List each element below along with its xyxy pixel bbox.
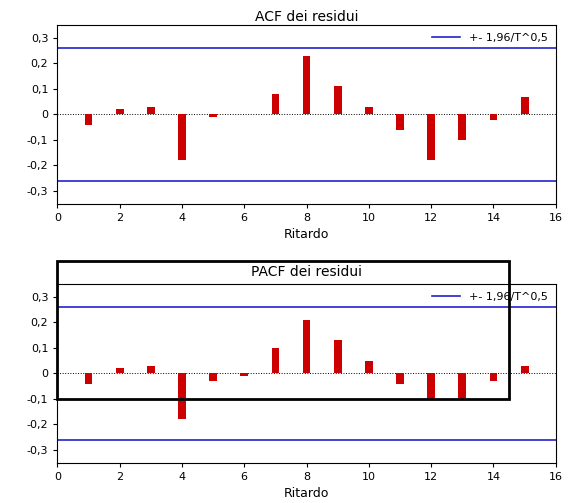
X-axis label: Ritardo: Ritardo bbox=[284, 487, 329, 500]
Legend: +- 1,96/T^0,5: +- 1,96/T^0,5 bbox=[428, 29, 552, 47]
Bar bbox=[116, 109, 124, 115]
Bar bbox=[178, 373, 186, 420]
Title: ACF dei residui: ACF dei residui bbox=[255, 10, 358, 24]
Bar bbox=[116, 368, 124, 373]
Bar bbox=[458, 115, 466, 140]
Bar bbox=[57, 261, 509, 399]
Bar bbox=[521, 97, 528, 115]
Bar bbox=[178, 115, 186, 160]
Legend: +- 1,96/T^0,5: +- 1,96/T^0,5 bbox=[428, 288, 552, 306]
Bar bbox=[396, 373, 404, 384]
Bar bbox=[147, 366, 155, 373]
Bar bbox=[521, 366, 528, 373]
Bar bbox=[240, 373, 248, 376]
Bar bbox=[365, 361, 373, 373]
Bar bbox=[365, 107, 373, 115]
Bar bbox=[458, 373, 466, 399]
Bar bbox=[334, 87, 342, 115]
Bar bbox=[489, 115, 497, 120]
Bar bbox=[85, 115, 92, 125]
Bar bbox=[303, 56, 311, 115]
Bar bbox=[489, 373, 497, 381]
Bar bbox=[427, 115, 435, 160]
Bar bbox=[209, 373, 217, 381]
Bar bbox=[147, 107, 155, 115]
Bar bbox=[396, 115, 404, 130]
Bar bbox=[427, 373, 435, 399]
Text: PACF dei residui: PACF dei residui bbox=[251, 265, 362, 279]
Bar bbox=[334, 341, 342, 373]
X-axis label: Ritardo: Ritardo bbox=[284, 228, 329, 241]
Bar bbox=[209, 115, 217, 117]
Bar bbox=[272, 348, 279, 373]
Bar bbox=[303, 320, 311, 373]
Bar bbox=[272, 94, 279, 115]
Bar bbox=[85, 373, 92, 384]
